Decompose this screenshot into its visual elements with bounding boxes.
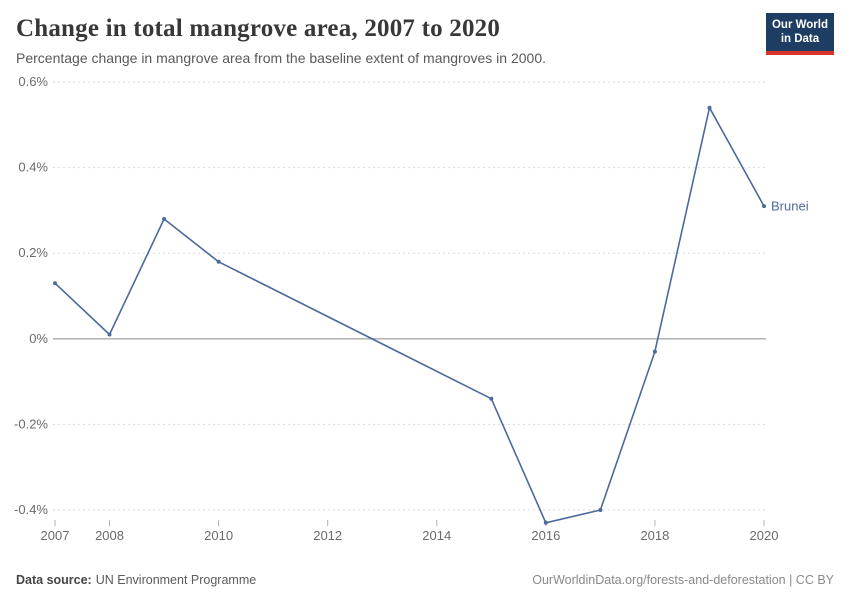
data-point-2018[interactable] bbox=[652, 349, 657, 354]
x-axis-label: 2020 bbox=[750, 528, 779, 543]
data-point-2010[interactable] bbox=[216, 259, 221, 264]
series-end-label[interactable]: Brunei bbox=[771, 199, 809, 214]
data-source-label: Data source: bbox=[16, 573, 92, 587]
chart-area[interactable]: 0.6% 0.4% 0.2% 0% -0.2% -0.4% 2007 2008 2010 2012… bbox=[0, 74, 850, 552]
data-point-2016[interactable] bbox=[543, 520, 548, 525]
chart-header: Change in total mangrove area, 2007 to 2… bbox=[0, 0, 850, 66]
data-point-2008[interactable] bbox=[107, 332, 112, 337]
x-axis-label: 2012 bbox=[313, 528, 342, 543]
line-chart[interactable]: 0.6% 0.4% 0.2% 0% -0.2% -0.4% 2007 2008 2010 2012… bbox=[0, 74, 850, 552]
series-line-brunei[interactable] bbox=[54, 106, 765, 524]
data-point-2019[interactable] bbox=[707, 105, 712, 110]
data-point-2020[interactable] bbox=[762, 204, 766, 209]
data-point-2015[interactable] bbox=[489, 396, 494, 401]
x-axis-label: 2007 bbox=[41, 528, 70, 543]
data-source: Data source: UN Environment Programme bbox=[16, 573, 256, 587]
y-axis-label: 0.2% bbox=[18, 245, 48, 260]
owid-logo-line2: in Data bbox=[780, 33, 820, 46]
x-axis-label: 2008 bbox=[95, 528, 124, 543]
x-axis-label: 2014 bbox=[422, 528, 451, 543]
chart-subtitle: Percentage change in mangrove area from … bbox=[16, 50, 546, 66]
chart-footer: Data source: UN Environment Programme Our… bbox=[0, 573, 850, 600]
y-axis-label: 0.6% bbox=[18, 74, 48, 89]
y-axis-label: -0.4% bbox=[14, 502, 48, 517]
data-source-value: UN Environment Programme bbox=[95, 573, 257, 587]
x-axis-label: 2010 bbox=[204, 528, 233, 543]
data-point-2007[interactable] bbox=[53, 281, 57, 286]
x-axis-label: 2016 bbox=[531, 528, 560, 543]
y-axis-label: 0% bbox=[29, 331, 48, 346]
y-axis-label: -0.2% bbox=[14, 416, 48, 431]
page-title: Change in total mangrove area, 2007 to 2… bbox=[16, 15, 501, 42]
data-point-2009[interactable] bbox=[162, 217, 167, 221]
owid-logo-line1: Our World bbox=[771, 19, 828, 31]
data-point-2017[interactable] bbox=[598, 508, 603, 512]
x-axis-label: 2018 bbox=[640, 528, 669, 543]
y-axis-label: 0.4% bbox=[18, 160, 48, 175]
owid-logo: Our World in Data bbox=[765, 13, 834, 55]
credit-line: OurWorldinData.org/forests-and-deforesta… bbox=[532, 573, 834, 587]
